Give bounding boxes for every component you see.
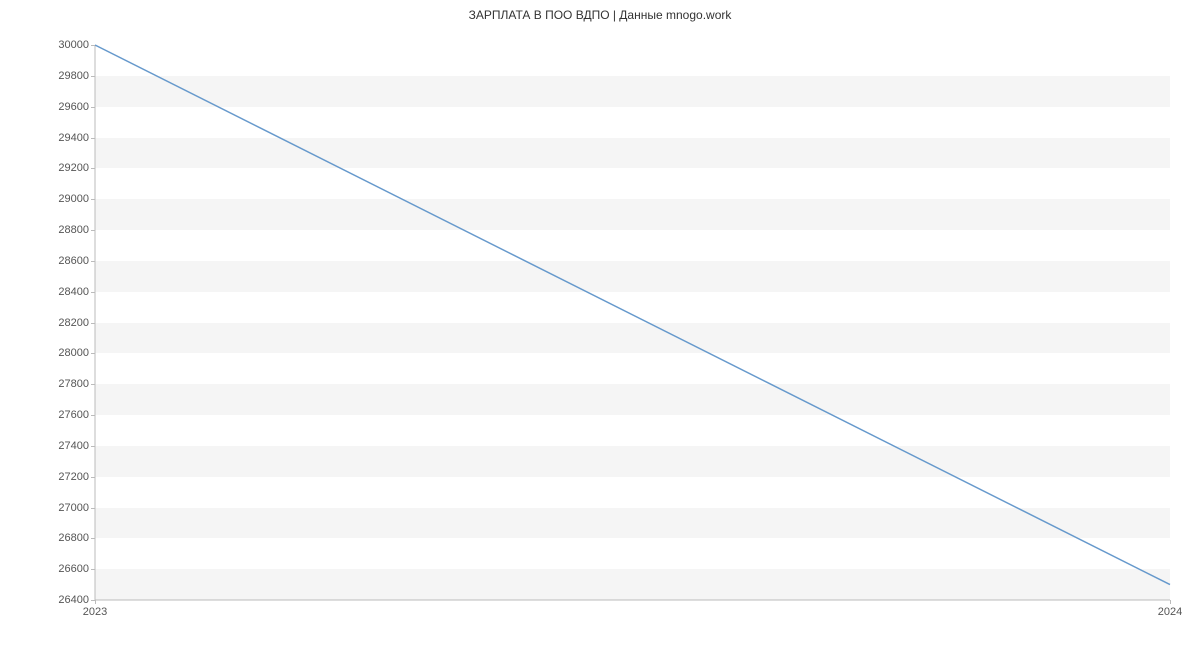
y-tick-label: 27800 (58, 378, 89, 390)
y-tick-label: 26800 (58, 532, 89, 544)
y-tick-label: 28600 (58, 255, 89, 267)
y-tick-mark (91, 168, 95, 169)
y-tick-mark (91, 292, 95, 293)
y-tick-mark (91, 477, 95, 478)
y-tick-mark (91, 569, 95, 570)
y-tick-mark (91, 415, 95, 416)
y-tick-label: 26400 (58, 594, 89, 606)
series-salary (95, 45, 1170, 585)
y-tick-mark (91, 76, 95, 77)
y-tick-label: 29600 (58, 101, 89, 113)
chart-container: ЗАРПЛАТА В ПОО ВДПО | Данные mnogo.work … (0, 0, 1200, 650)
x-tick-label: 2024 (1158, 606, 1182, 618)
y-tick-label: 29400 (58, 132, 89, 144)
y-tick-mark (91, 199, 95, 200)
y-tick-label: 30000 (58, 39, 89, 51)
y-tick-label: 27200 (58, 471, 89, 483)
chart-title: ЗАРПЛАТА В ПОО ВДПО | Данные mnogo.work (0, 8, 1200, 22)
y-tick-label: 28400 (58, 286, 89, 298)
y-tick-label: 28200 (58, 317, 89, 329)
y-tick-mark (91, 323, 95, 324)
y-tick-mark (91, 508, 95, 509)
x-tick-mark (95, 600, 96, 604)
y-tick-mark (91, 261, 95, 262)
y-tick-label: 27000 (58, 502, 89, 514)
y-tick-mark (91, 138, 95, 139)
y-tick-label: 26600 (58, 563, 89, 575)
y-tick-label: 28800 (58, 224, 89, 236)
y-tick-label: 27400 (58, 440, 89, 452)
y-tick-mark (91, 538, 95, 539)
x-tick-label: 2023 (83, 606, 107, 618)
y-tick-label: 29000 (58, 193, 89, 205)
y-tick-mark (91, 107, 95, 108)
y-tick-mark (91, 384, 95, 385)
y-tick-mark (91, 45, 95, 46)
y-tick-label: 27600 (58, 409, 89, 421)
line-layer (95, 45, 1170, 600)
plot-area: 2640026600268002700027200274002760027800… (95, 45, 1170, 600)
y-tick-label: 29800 (58, 70, 89, 82)
x-tick-mark (1170, 600, 1171, 604)
y-tick-label: 29200 (58, 162, 89, 174)
y-tick-mark (91, 353, 95, 354)
y-tick-mark (91, 230, 95, 231)
y-tick-mark (91, 446, 95, 447)
y-tick-label: 28000 (58, 347, 89, 359)
